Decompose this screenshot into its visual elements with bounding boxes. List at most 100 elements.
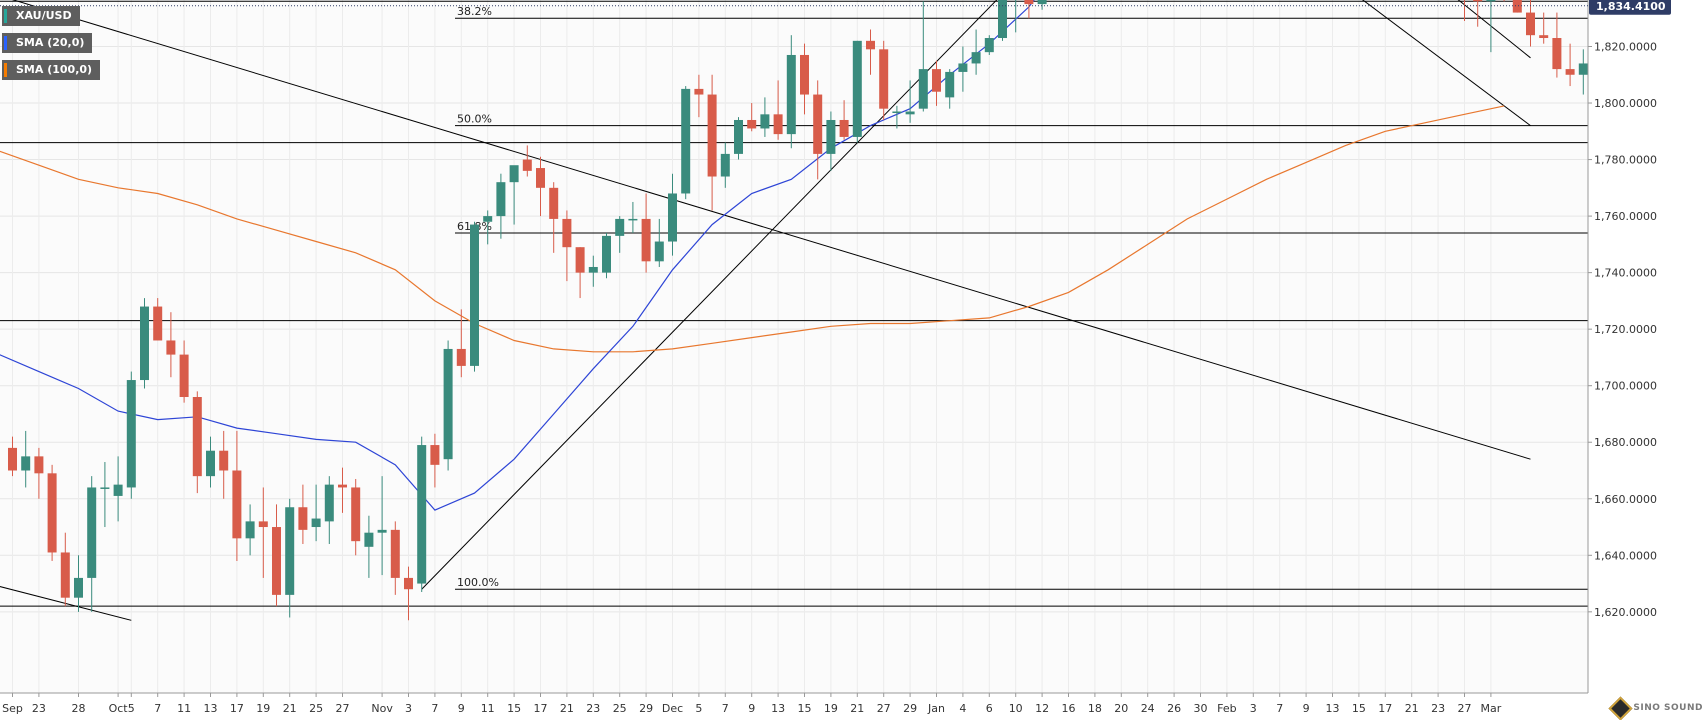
candle-down [773,80,783,140]
x-tick-label: 7 [722,702,729,715]
candle-body [588,266,598,273]
y-tick-label: 1,660.0000 [1594,493,1657,506]
candle-body [100,487,110,489]
candle-down [1024,0,1034,19]
x-tick-label: 3 [405,702,412,715]
candle-up [615,216,625,253]
x-tick-label: 15 [798,702,812,715]
legend-label-sma20: SMA (20,0) [16,36,85,49]
x-tick-label: 27 [877,702,891,715]
diamond-logo-icon [1608,696,1633,720]
candle-body [206,450,215,477]
candle-down [219,430,229,499]
candle-body [852,40,862,137]
x-tick-label: 17 [1378,702,1392,715]
candle-body [219,450,229,471]
candle-body [668,193,677,242]
candle-down [404,566,413,621]
fib-level-label: 50.0% [457,113,492,126]
candle-body [813,94,823,154]
candle-body [258,521,268,528]
candle-body [311,518,321,528]
candle-down [298,484,308,544]
x-tick-label: Dec [662,702,683,715]
x-tick-label: 19 [256,702,270,715]
candle-down [536,156,545,217]
candle-body [390,529,400,578]
candle-up [668,173,677,256]
x-tick-label: 25 [613,702,627,715]
last-price-badge [1589,0,1671,15]
y-tick-label: 1,700.0000 [1594,380,1657,393]
x-tick-label: 27 [1458,702,1472,715]
x-tick-label: 3 [1250,702,1257,715]
y-tick-label: 1,680.0000 [1594,436,1657,449]
candle-body [351,487,361,542]
candle-body [773,114,783,135]
candle-up [74,555,83,612]
candle-up [1486,0,1496,53]
candle-body [192,397,202,477]
legend-item-sma100[interactable]: SMA (100,0) [2,60,101,80]
fib-level-label: 100.0% [457,576,499,589]
candle-body [21,456,31,471]
candle-body [1486,0,1496,2]
candle-body [998,0,1007,39]
candle-down [456,309,466,378]
y-tick-label: 1,620.0000 [1594,606,1657,619]
watermark-logo: SINO SOUND [1608,696,1703,720]
x-tick-label: 7 [154,702,161,715]
x-tick-label: 7 [1276,702,1283,715]
candle-body [971,52,981,64]
candle-down [1464,0,1465,22]
x-tick-label: 5 [695,702,702,715]
candle-body [694,88,704,95]
x-tick-label: Jan [927,702,945,715]
candle-body [443,348,453,460]
candle-body [1512,0,1522,13]
candle-up [443,340,453,471]
candle-body [483,216,493,222]
candle-body [879,49,889,109]
x-tick-label: 23 [32,702,46,715]
legend-label-sma100: SMA (100,0) [16,63,93,76]
legend-item-xauusd[interactable]: XAU/USD [2,6,80,26]
candle-down [192,391,202,494]
candle-up [364,515,374,578]
x-tick-label: 21 [560,702,574,715]
x-tick-label: 7 [431,702,438,715]
candle-down [813,80,823,180]
x-tick-label: 9 [1303,702,1310,715]
candle-down [351,478,361,556]
candle-down [8,436,17,477]
candle-down [1565,43,1575,87]
candle-body [245,521,255,539]
candle-down [522,145,532,177]
candle-up [918,1,928,112]
candle-up [100,462,110,528]
legend-swatch-sma100 [4,63,7,77]
candle-body [47,473,57,553]
candle-down [575,247,585,299]
candle-body [364,532,374,547]
sma20-line [0,0,1035,511]
last-price-label: 1,834.4100 [1596,0,1666,13]
candle-down [800,43,809,115]
candle-up [21,430,31,488]
candle-body [932,69,941,92]
candle-up [628,201,638,234]
candle-body [641,218,651,262]
x-tick-label: 20 [1114,702,1128,715]
candle-body [470,224,479,366]
x-tick-label: 11 [481,702,495,715]
candle-up [945,69,955,109]
candle-body [602,235,611,273]
candle-up [958,46,968,92]
candle-body [324,484,334,522]
candle-up [852,40,862,143]
legend-swatch-xauusd [4,9,7,23]
legend-item-sma20[interactable]: SMA (20,0) [2,33,93,53]
candle-body [615,218,625,236]
candle-body [272,527,281,595]
